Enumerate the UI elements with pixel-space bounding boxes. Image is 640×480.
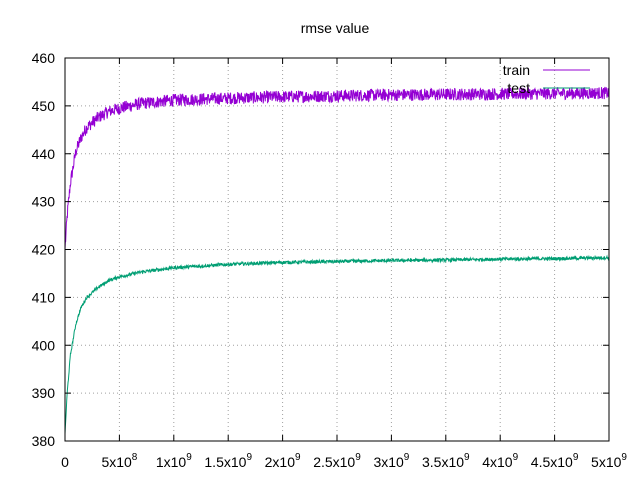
series-group [64, 86, 610, 434]
x-tick-label-exponent: 9 [404, 452, 410, 463]
x-tick-label: 3.5x109 [422, 452, 470, 470]
y-tick-label: 410 [32, 289, 56, 305]
x-tick-label-base: 5x10 [591, 454, 622, 470]
y-tick-label: 420 [32, 242, 56, 258]
x-tick-label: 1.5x109 [204, 452, 252, 470]
x-tick-label-base: 2.5x10 [313, 454, 355, 470]
x-tick-label-base: 3x10 [373, 454, 404, 470]
x-tick-label-base: 3.5x10 [422, 454, 464, 470]
x-tick-label-exponent: 9 [573, 452, 579, 463]
x-tick-label-exponent: 9 [186, 452, 192, 463]
legend: train test [503, 62, 590, 96]
x-tick-label-exponent: 9 [246, 452, 252, 463]
x-tick-label-base: 2x10 [265, 454, 296, 470]
grid [65, 58, 609, 441]
legend-label-train: train [503, 62, 530, 78]
x-tick-label: 5x109 [591, 452, 627, 470]
x-tick-label-exponent: 9 [513, 452, 519, 463]
x-tick-label-exponent: 8 [132, 452, 138, 463]
x-tick-label: 1x109 [156, 452, 192, 470]
y-tick-label: 440 [32, 146, 56, 162]
y-tick-label: 450 [32, 98, 56, 114]
series-line-train [64, 86, 610, 250]
y-tick-label: 390 [32, 385, 56, 401]
x-tick-label: 2.5x109 [313, 452, 361, 470]
x-tick-label: 2x109 [265, 452, 301, 470]
series-line-test [64, 254, 610, 434]
chart-title: rmse value [301, 20, 370, 36]
x-tick-label: 0 [61, 454, 69, 470]
x-tick-label-base: 0 [61, 454, 69, 470]
x-tick-label-base: 1.5x10 [204, 454, 246, 470]
x-tick-label-base: 1x10 [156, 454, 187, 470]
x-tick-label: 4x109 [482, 452, 518, 470]
x-tick-label-base: 4.5x10 [531, 454, 573, 470]
x-tick-label-base: 5x10 [101, 454, 132, 470]
y-tick-label: 400 [32, 337, 56, 353]
y-tick-label: 380 [32, 433, 56, 449]
x-tick-label-exponent: 9 [464, 452, 470, 463]
x-tick-label: 3x109 [373, 452, 409, 470]
x-tick-label-exponent: 9 [295, 452, 301, 463]
x-tick-label: 4.5x109 [531, 452, 579, 470]
x-tick-label: 5x108 [101, 452, 137, 470]
y-tick-label: 430 [32, 194, 56, 210]
x-tick-label-exponent: 9 [621, 452, 627, 463]
y-tick-label: 460 [32, 50, 56, 66]
legend-label-test: test [507, 80, 530, 96]
x-tick-label-base: 4x10 [482, 454, 513, 470]
x-tick-label-exponent: 9 [355, 452, 361, 463]
